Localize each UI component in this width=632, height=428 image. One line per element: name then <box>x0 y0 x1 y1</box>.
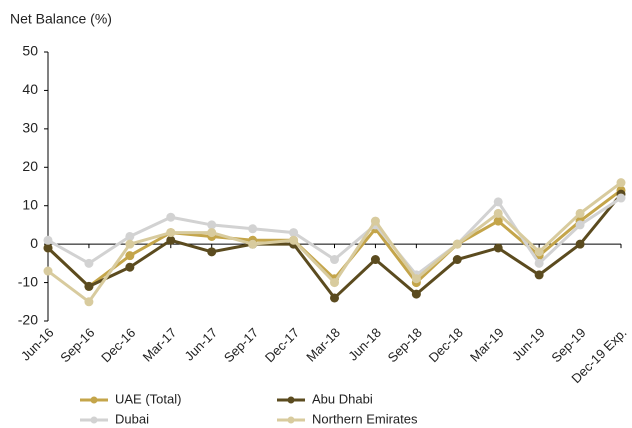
point <box>616 178 626 188</box>
point <box>330 255 339 265</box>
point <box>452 239 462 249</box>
point <box>289 228 299 238</box>
x-tick-label: Jun-17 <box>182 325 221 364</box>
y-tick-label: -10 <box>18 273 38 289</box>
x-tick-label: Sep-16 <box>57 325 97 365</box>
x-tick-label: Jun-16 <box>18 325 57 364</box>
point <box>84 281 94 291</box>
point <box>166 228 176 238</box>
point <box>452 255 462 265</box>
point <box>575 220 585 230</box>
y-tick-label: 20 <box>22 158 38 174</box>
point <box>125 239 135 249</box>
point <box>575 239 585 249</box>
x-tick-label: Dec-18 <box>426 325 466 365</box>
point <box>43 235 53 245</box>
legend-label: Dubai <box>115 411 149 426</box>
y-tick-label: 10 <box>22 196 38 212</box>
point <box>493 243 503 253</box>
point <box>575 208 585 218</box>
point <box>84 258 94 268</box>
y-tick-label: -20 <box>18 312 38 328</box>
point <box>493 208 503 218</box>
point <box>43 266 53 276</box>
x-tick-label: Sep-17 <box>221 325 261 365</box>
point <box>330 293 339 303</box>
point <box>370 216 380 226</box>
point <box>248 224 258 234</box>
chart-title: Net Balance (%) <box>10 11 112 27</box>
point <box>330 278 339 288</box>
legend-marker <box>287 416 295 424</box>
legend-marker <box>90 396 98 404</box>
point <box>84 297 94 307</box>
point <box>493 216 503 226</box>
point <box>411 289 421 299</box>
y-tick-label: 50 <box>22 43 38 59</box>
legend-marker <box>287 396 295 404</box>
x-tick-label: Jun-19 <box>509 325 548 364</box>
point <box>616 193 626 203</box>
point <box>534 258 544 268</box>
point <box>207 228 217 238</box>
x-tick-label: Sep-19 <box>548 325 588 365</box>
x-tick-label: Mar-19 <box>467 325 507 365</box>
y-tick-label: 0 <box>30 235 38 251</box>
x-tick-label: Mar-18 <box>303 325 343 365</box>
point <box>289 235 299 245</box>
y-tick-label: 30 <box>22 120 38 136</box>
x-tick-label: Mar-17 <box>140 325 180 365</box>
x-tick-label: Jun-18 <box>345 325 384 364</box>
point <box>125 262 135 272</box>
point <box>493 197 503 207</box>
legend-label: UAE (Total) <box>115 391 181 406</box>
point <box>248 239 258 249</box>
x-tick-label: Sep-18 <box>385 325 425 365</box>
point <box>534 247 544 257</box>
legend-marker <box>90 416 98 424</box>
y-tick-label: 40 <box>22 81 38 97</box>
point <box>125 251 135 261</box>
point <box>43 243 53 253</box>
point <box>125 231 135 241</box>
x-tick-label: Dec-16 <box>98 325 138 365</box>
point <box>534 270 544 280</box>
point <box>166 235 176 245</box>
legend-label: Abu Dhabi <box>312 391 373 406</box>
point <box>207 220 217 230</box>
point <box>166 212 176 222</box>
point <box>411 274 421 284</box>
x-tick-label: Dec-17 <box>262 325 302 365</box>
point <box>370 255 380 265</box>
point <box>207 247 217 257</box>
legend-label: Northern Emirates <box>312 411 418 426</box>
